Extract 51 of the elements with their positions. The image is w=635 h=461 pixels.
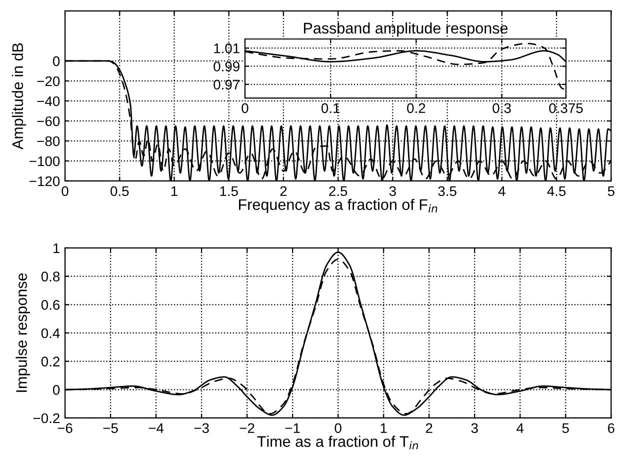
y-tick-label: 0 [52,384,60,395]
y-tick-label: 0.6 [41,300,60,310]
y-tick-label: −40 [37,96,60,106]
x-tick-label: 2 [426,423,432,433]
y-tick-label: 0.8 [41,272,60,282]
y-axis-title: Impulse response [16,273,30,392]
x-tick-label: 4 [516,423,524,433]
x-tick-label: −1 [285,423,300,433]
x-tick-label: 0 [334,423,342,434]
x-axis-title: Time as a fraction of T$_{in}$ [257,436,418,450]
x-tick-label: 1.5 [220,186,238,196]
x-tick-label: 6 [608,423,614,434]
x-tick-label: −3 [194,423,209,434]
x-tick-label: 1 [171,186,178,196]
y-tick-label: −80 [37,136,60,146]
y-tick-label: −120 [30,176,60,186]
x-tick-label: 0.2 [407,103,426,114]
x-axis-title: Frequency as a fraction of F$_{in}$ [239,198,438,214]
x-tick-label: 2 [280,186,287,196]
y-tick-label: 1.01 [214,43,240,54]
chart-title: Passband amplitude response [304,22,508,37]
y-tick-label: −20 [37,76,60,86]
y-tick-label: 0.99 [214,62,240,72]
x-tick-label: 0.3 [492,103,511,114]
x-tick-label: −2 [240,423,254,433]
x-tick-label: −4 [148,423,164,433]
x-tick-label: 3.5 [438,186,456,196]
y-tick-label: 0 [52,56,60,66]
x-tick-label: 0 [62,186,68,196]
x-tick-label: 1 [380,423,387,433]
x-tick-label: 3 [471,423,478,434]
y-tick-label: −60 [37,116,60,126]
x-tick-label: 0 [242,103,248,114]
y-tick-label: 1 [54,243,60,254]
x-tick-label: 0.5 [110,186,129,196]
y-tick-label: −0.2 [33,413,60,424]
x-tick-label: 0.1 [321,103,340,114]
x-tick-label: 5 [608,186,614,196]
y-tick-label: −100 [30,156,60,166]
x-tick-label: −5 [103,423,118,434]
x-tick-label: 4.5 [547,186,566,196]
x-tick-label: 2.5 [329,186,348,196]
y-axis-title: Amplitude in dB [12,43,26,150]
x-tick-label: 4 [498,186,506,196]
x-tick-label: −6 [58,423,72,434]
x-tick-label: 5 [562,423,569,434]
x-tick-label: 3 [389,186,396,196]
y-tick-label: 0.97 [214,80,240,90]
x-tick-label: 0.375 [549,103,583,114]
y-tick-label: 0.2 [41,356,60,366]
y-tick-label: 0.4 [41,328,60,338]
